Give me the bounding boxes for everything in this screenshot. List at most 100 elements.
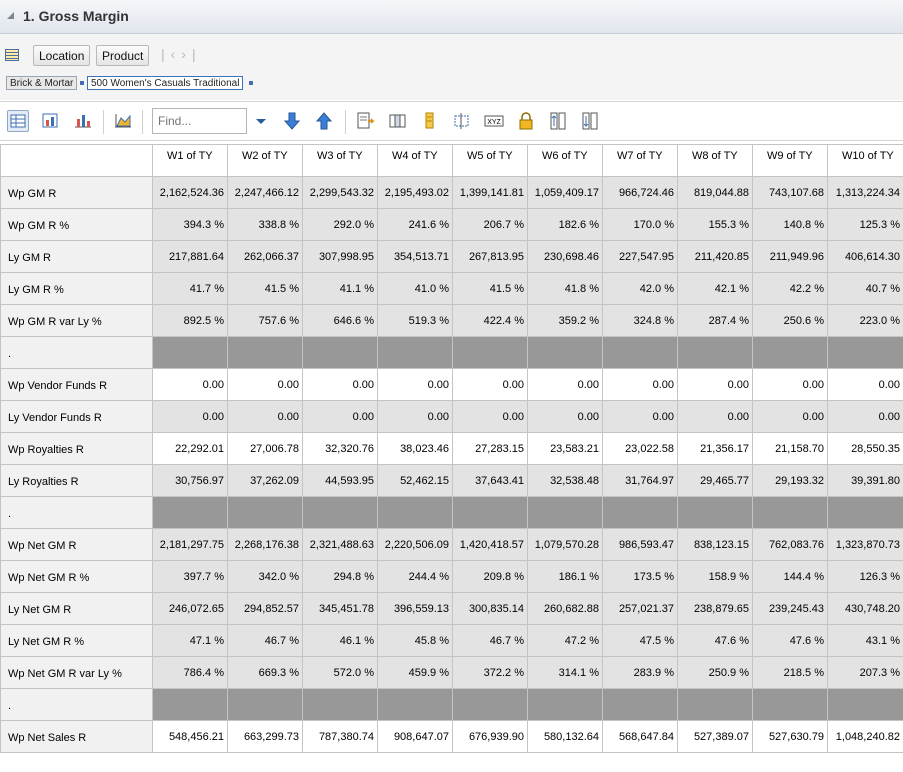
data-cell[interactable]: 223.0 % — [827, 304, 903, 337]
row-header[interactable]: Ly Net GM R % — [0, 624, 153, 657]
data-cell[interactable]: 1,420,418.57 — [452, 528, 528, 561]
data-cell[interactable]: 211,420.85 — [677, 240, 753, 273]
data-cell[interactable]: 568,647.84 — [602, 720, 678, 753]
data-cell[interactable]: 572.0 % — [302, 656, 378, 689]
data-cell[interactable]: 246,072.65 — [152, 592, 228, 625]
data-cell[interactable]: 28,550.35 — [827, 432, 903, 465]
data-cell[interactable]: 39,391.80 — [827, 464, 903, 497]
row-header[interactable]: Ly Royalties R — [0, 464, 153, 497]
data-cell[interactable]: 173.5 % — [602, 560, 678, 593]
pin-icon[interactable] — [419, 110, 441, 132]
data-cell[interactable]: 30,756.97 — [152, 464, 228, 497]
data-cell[interactable]: 892.5 % — [152, 304, 228, 337]
data-cell[interactable]: 46.7 % — [227, 624, 303, 657]
row-header[interactable]: Ly Net GM R — [0, 592, 153, 625]
data-cell[interactable]: 0.00 — [302, 400, 378, 433]
data-cell[interactable]: 0.00 — [452, 400, 528, 433]
column-header[interactable]: W7 of TY — [602, 144, 678, 177]
row-header[interactable]: Wp Net GM R — [0, 528, 153, 561]
sort-asc-icon[interactable] — [547, 110, 569, 132]
data-cell[interactable]: 241.6 % — [377, 208, 453, 241]
data-cell[interactable]: 47.5 % — [602, 624, 678, 657]
breadcrumb-product[interactable]: 500 Women's Casuals Traditional — [87, 76, 244, 90]
data-cell[interactable]: 300,835.14 — [452, 592, 528, 625]
xyz-icon[interactable]: XYZ — [483, 110, 505, 132]
data-cell[interactable]: 262,066.37 — [227, 240, 303, 273]
data-cell[interactable]: 155.3 % — [677, 208, 753, 241]
data-cell[interactable]: 126.3 % — [827, 560, 903, 593]
breadcrumb-location[interactable]: Brick & Mortar — [6, 76, 78, 90]
data-cell[interactable]: 669.3 % — [227, 656, 303, 689]
data-cell[interactable]: 23,022.58 — [602, 432, 678, 465]
row-header[interactable]: Wp Net GM R % — [0, 560, 153, 593]
column-header[interactable]: W3 of TY — [302, 144, 378, 177]
data-cell[interactable]: 314.1 % — [527, 656, 603, 689]
data-cell[interactable]: 324.8 % — [602, 304, 678, 337]
product-dimension-tile[interactable]: Product — [96, 45, 150, 66]
row-header[interactable]: Ly GM R — [0, 240, 153, 273]
data-cell[interactable]: 44,593.95 — [302, 464, 378, 497]
data-cell[interactable]: 227,547.95 — [602, 240, 678, 273]
data-cell[interactable]: 1,048,240.82 — [827, 720, 903, 753]
worksheet-grid-icon[interactable] — [5, 49, 19, 61]
find-next-icon[interactable] — [281, 110, 303, 132]
data-cell[interactable]: 0.00 — [227, 368, 303, 401]
data-cell[interactable]: 170.0 % — [602, 208, 678, 241]
row-header[interactable]: Wp GM R — [0, 176, 153, 209]
data-cell[interactable]: 0.00 — [752, 400, 828, 433]
data-cell[interactable]: 786.4 % — [152, 656, 228, 689]
data-cell[interactable]: 0.00 — [827, 368, 903, 401]
data-cell[interactable]: 819,044.88 — [677, 176, 753, 209]
column-header[interactable]: W9 of TY — [752, 144, 828, 177]
row-header[interactable]: Wp GM R var Ly % — [0, 304, 153, 337]
data-cell[interactable]: 43.1 % — [827, 624, 903, 657]
data-cell[interactable]: 2,268,176.38 — [227, 528, 303, 561]
data-cell[interactable]: 2,321,488.63 — [302, 528, 378, 561]
data-cell[interactable]: 186.1 % — [527, 560, 603, 593]
collapse-triangle-icon[interactable] — [7, 12, 14, 19]
data-cell[interactable]: 217,881.64 — [152, 240, 228, 273]
data-cell[interactable]: 46.7 % — [452, 624, 528, 657]
data-cell[interactable]: 230,698.46 — [527, 240, 603, 273]
data-cell[interactable]: 21,356.17 — [677, 432, 753, 465]
data-cell[interactable]: 787,380.74 — [302, 720, 378, 753]
sort-desc-icon[interactable] — [579, 110, 601, 132]
data-cell[interactable]: 47.6 % — [677, 624, 753, 657]
data-cell[interactable]: 41.5 % — [452, 272, 528, 305]
page-navigation-icons[interactable]: |‹›| — [161, 46, 202, 62]
data-cell[interactable]: 548,456.21 — [152, 720, 228, 753]
data-cell[interactable]: 0.00 — [152, 400, 228, 433]
data-cell[interactable]: 663,299.73 — [227, 720, 303, 753]
data-cell[interactable]: 42.2 % — [752, 272, 828, 305]
data-cell[interactable]: 966,724.46 — [602, 176, 678, 209]
lock-icon[interactable] — [515, 110, 537, 132]
data-cell[interactable]: 0.00 — [752, 368, 828, 401]
data-cell[interactable]: 267,813.95 — [452, 240, 528, 273]
data-cell[interactable]: 2,299,543.32 — [302, 176, 378, 209]
data-cell[interactable]: 676,939.90 — [452, 720, 528, 753]
row-header[interactable]: . — [0, 688, 153, 721]
data-cell[interactable]: 287.4 % — [677, 304, 753, 337]
data-cell[interactable]: 31,764.97 — [602, 464, 678, 497]
find-input[interactable] — [152, 108, 247, 134]
data-cell[interactable]: 0.00 — [152, 368, 228, 401]
data-cell[interactable]: 42.1 % — [677, 272, 753, 305]
data-cell[interactable]: 0.00 — [827, 400, 903, 433]
data-cell[interactable]: 580,132.64 — [527, 720, 603, 753]
data-cell[interactable]: 908,647.07 — [377, 720, 453, 753]
row-header[interactable]: . — [0, 496, 153, 529]
data-cell[interactable]: 22,292.01 — [152, 432, 228, 465]
data-cell[interactable]: 0.00 — [527, 400, 603, 433]
data-cell[interactable]: 283.9 % — [602, 656, 678, 689]
location-dimension-tile[interactable]: Location — [33, 45, 91, 66]
data-cell[interactable]: 0.00 — [452, 368, 528, 401]
column-header[interactable]: W1 of TY — [152, 144, 228, 177]
data-cell[interactable]: 527,630.79 — [752, 720, 828, 753]
data-cell[interactable]: 345,451.78 — [302, 592, 378, 625]
line-chart-icon[interactable] — [112, 110, 134, 132]
data-cell[interactable]: 32,538.48 — [527, 464, 603, 497]
data-cell[interactable]: 396,559.13 — [377, 592, 453, 625]
data-cell[interactable]: 238,879.65 — [677, 592, 753, 625]
data-cell[interactable]: 38,023.46 — [377, 432, 453, 465]
export-icon[interactable] — [355, 110, 377, 132]
